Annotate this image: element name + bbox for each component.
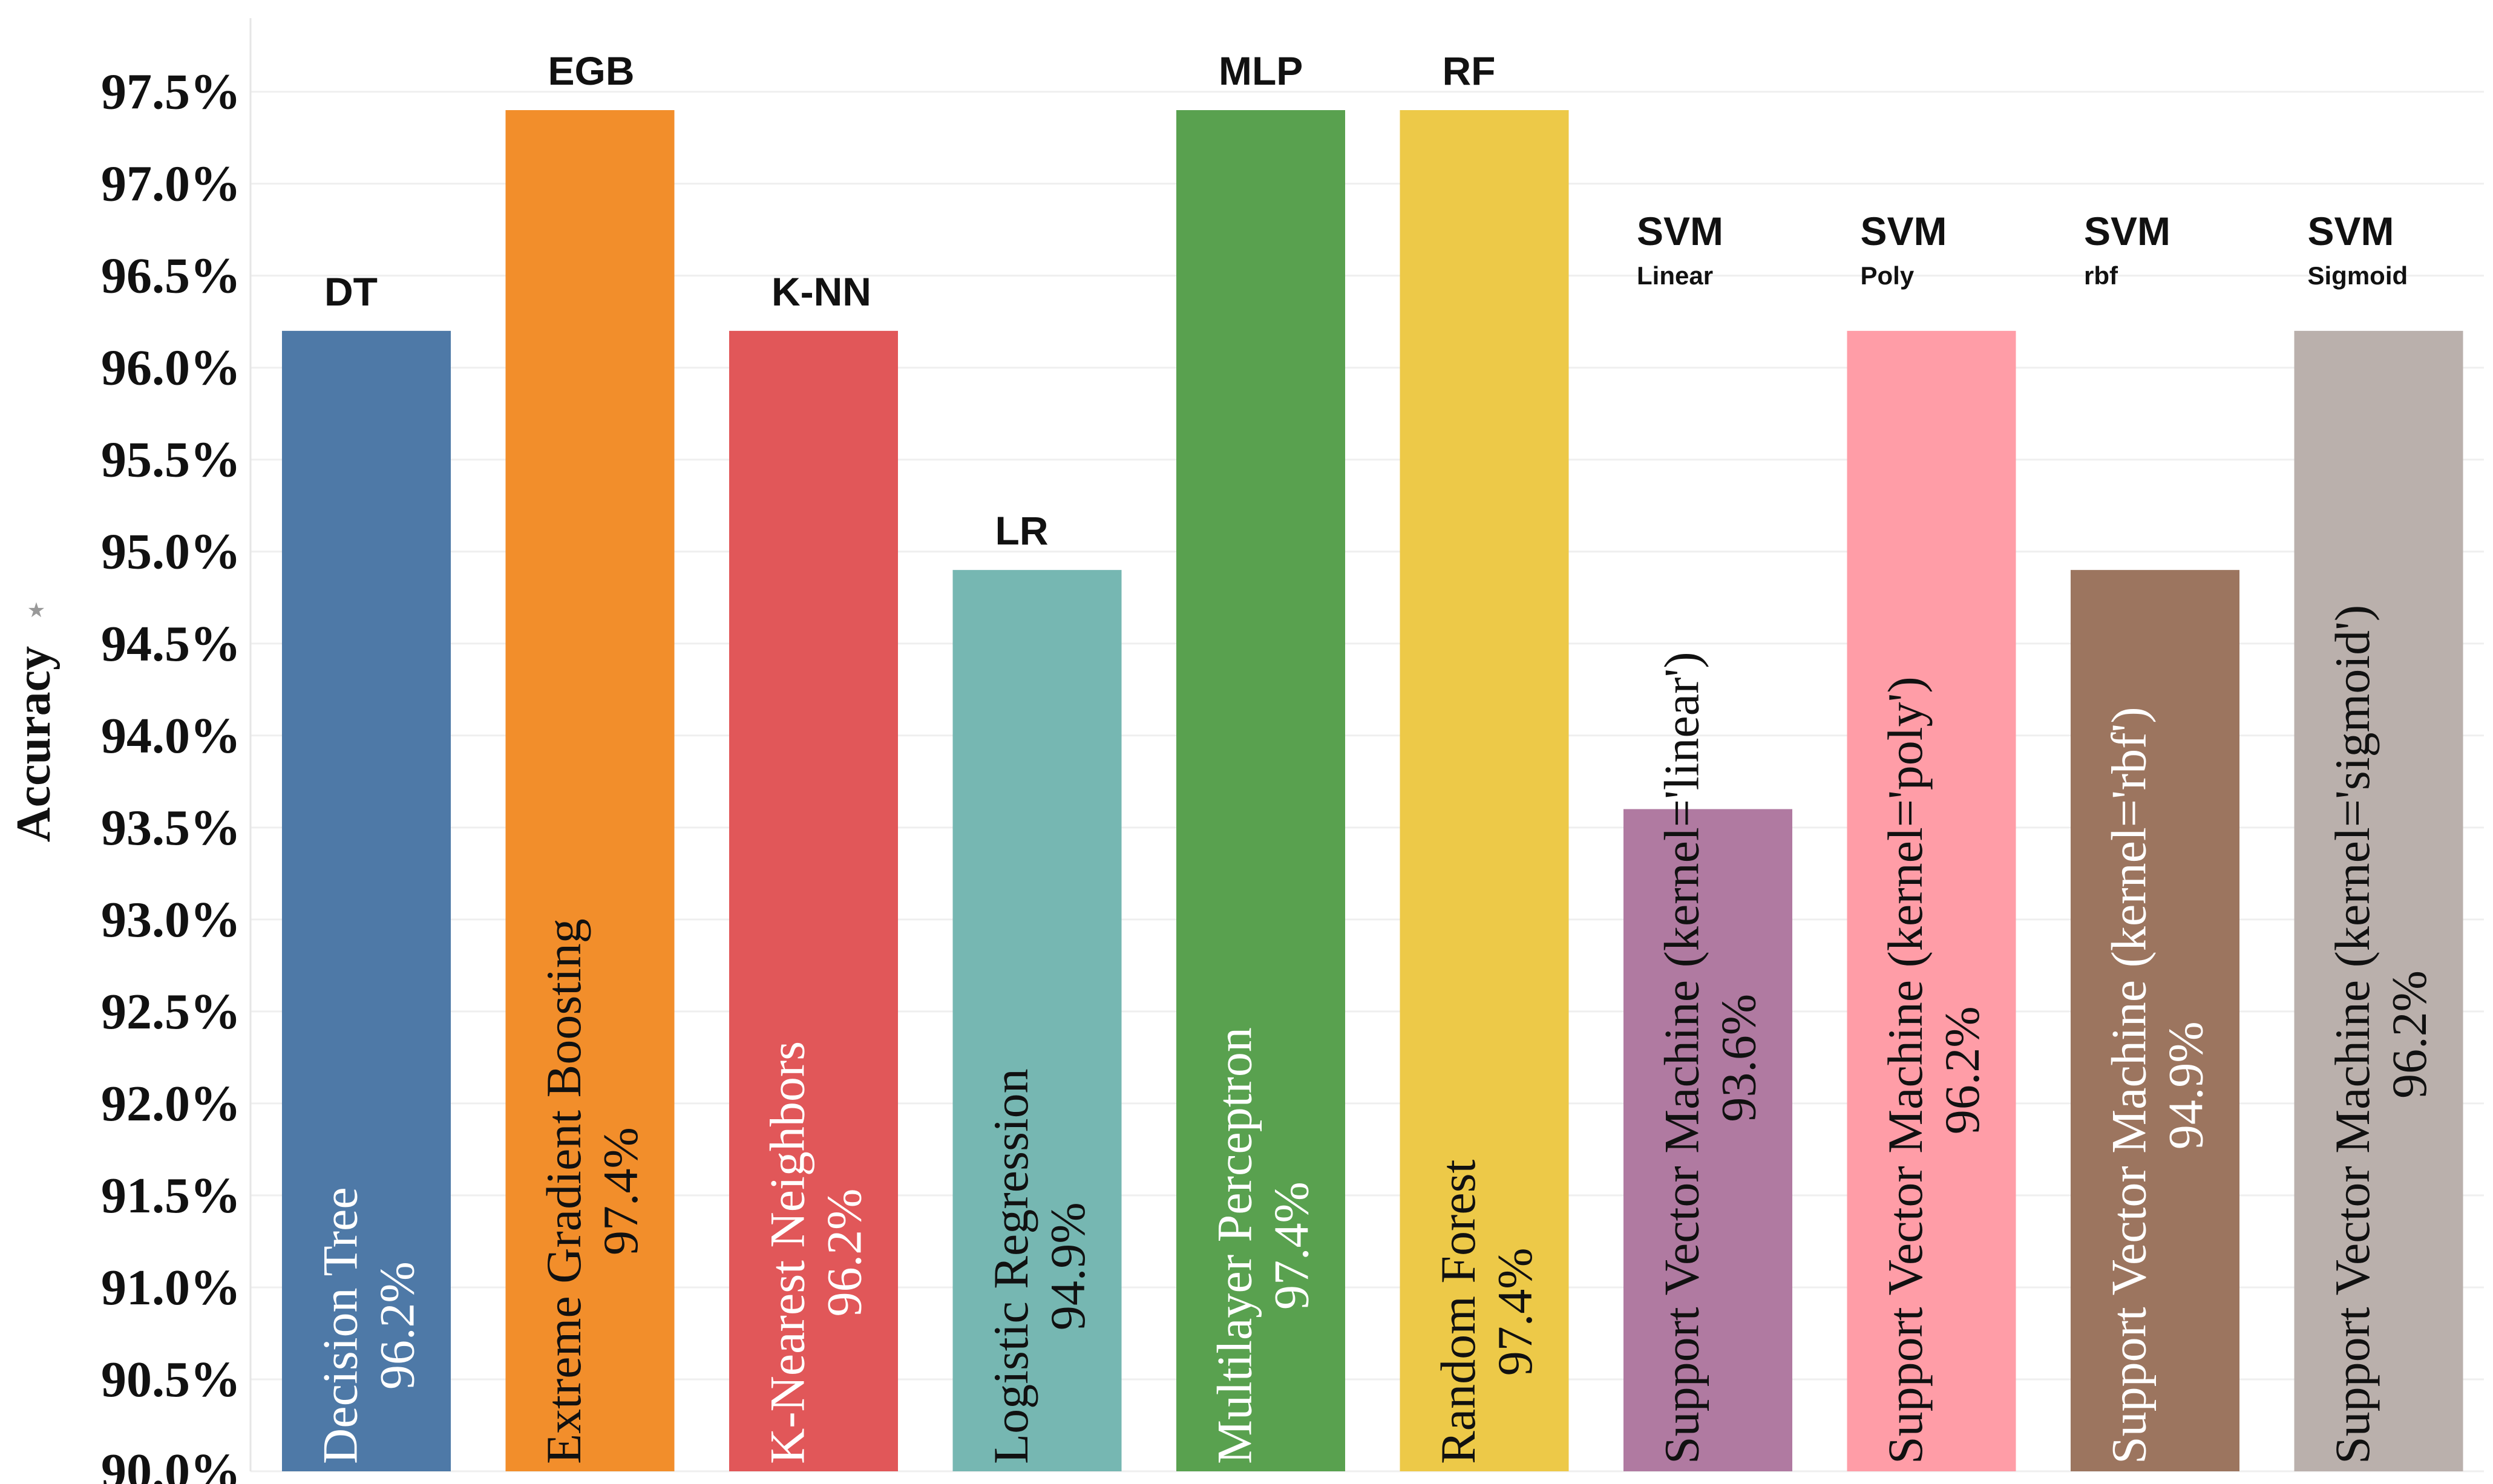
y-tick-label: 93.0%	[101, 892, 241, 948]
bar-value-label: 93.6%	[1711, 994, 1766, 1122]
bar-group[interactable]: DT Decision Tree 96.2%	[282, 269, 451, 1472]
bar-abbr-sublabel: Linear	[1637, 261, 1713, 290]
bar[interactable]	[952, 570, 1122, 1472]
bar[interactable]	[1847, 330, 2016, 1472]
bar[interactable]	[1623, 809, 1792, 1471]
bar[interactable]	[1400, 110, 1569, 1471]
bar-abbr-label: SVM	[1861, 209, 1947, 253]
bar-abbr-label: SVM	[2084, 209, 2170, 253]
bar-group[interactable]: EGB Extreme Gradient Boosting 97.4%	[505, 48, 675, 1471]
bar-group[interactable]: SVM Linear Support Vector Machine (kernel=…	[1623, 209, 1792, 1471]
bar[interactable]	[2071, 570, 2239, 1472]
bar-name-label: Logistic Regression	[983, 1068, 1038, 1464]
bar-rotated-labels: Random Forest 97.4%	[1430, 1159, 1542, 1464]
y-tick-label: 93.5%	[101, 800, 241, 856]
bar-rotated-labels: Support Vector Machine (kernel='linear')…	[1654, 652, 1766, 1464]
bar-abbr-label: DT	[324, 269, 378, 314]
y-tick-label: 92.5%	[101, 984, 241, 1040]
bar-abbr-label: RF	[1443, 48, 1496, 93]
y-tick-label: 95.5%	[101, 432, 241, 488]
bar-value-label: 96.2%	[370, 1261, 425, 1390]
bar-group[interactable]: RF Random Forest 97.4%	[1400, 48, 1569, 1471]
bar-abbr-label: SVM	[1637, 209, 1723, 253]
bar-rotated-labels: Support Vector Machine (kernel='poly') 96…	[1878, 676, 1990, 1464]
bar-group[interactable]: MLP Multilayer Perceptron 97.4%	[1176, 48, 1345, 1471]
bar-name-label: Multilayer Perceptron	[1207, 1027, 1262, 1464]
bar-group[interactable]: LR Logistic Regression 94.9%	[952, 508, 1122, 1472]
bar-abbr-sublabel: Sigmoid	[2308, 261, 2408, 290]
y-tick-label: 90.0%	[101, 1443, 241, 1484]
y-tick-label: 97.0%	[101, 156, 241, 212]
y-tick-label: 94.5%	[101, 616, 241, 672]
bar-value-label: 96.2%	[2382, 970, 2437, 1099]
bar[interactable]	[282, 330, 451, 1472]
bar-rotated-labels: Support Vector Machine (kernel='rbf') 94.…	[2102, 707, 2213, 1464]
bar-abbr-label: K-NN	[771, 269, 871, 314]
bar-name-label: Support Vector Machine (kernel='poly')	[1878, 676, 1933, 1464]
bar-abbr-label: MLP	[1219, 48, 1303, 93]
bar-group[interactable]: K-NN K-Nearest Neighbors 96.2%	[729, 269, 898, 1472]
y-tick-label: 96.0%	[101, 340, 241, 396]
bar-rotated-labels: Extreme Gradient Boosting 97.4%	[536, 918, 648, 1464]
bar-value-label: 94.9%	[2158, 1021, 2213, 1149]
bar-rotated-labels: Multilayer Perceptron 97.4%	[1207, 1027, 1319, 1464]
bar-rotated-labels: Logistic Regression 94.9%	[983, 1068, 1095, 1464]
bar-name-label: Support Vector Machine (kernel='linear')	[1654, 652, 1709, 1464]
sort-icon[interactable]: ★	[27, 598, 45, 623]
bar-rotated-labels: Decision Tree 96.2%	[313, 1187, 425, 1464]
bar-value-label: 97.4%	[593, 1127, 648, 1255]
bar-name-label: Support Vector Machine (kernel='rbf')	[2102, 707, 2157, 1464]
bar-value-label: 94.9%	[1040, 1202, 1095, 1330]
bar-name-label: Random Forest	[1430, 1159, 1486, 1464]
bar-value-label: 97.4%	[1487, 1247, 1542, 1376]
bar-abbr-sublabel: rbf	[2084, 261, 2118, 290]
y-tick-label: 94.0%	[101, 708, 241, 764]
y-tick-label: 96.5%	[101, 248, 241, 304]
bar-abbr-label: SVM	[2308, 209, 2394, 253]
bar-group[interactable]: SVM rbf Support Vector Machine (kernel='rb…	[2071, 209, 2239, 1472]
y-axis-title: Accuracy	[7, 646, 61, 842]
y-tick-label: 91.0%	[101, 1260, 241, 1316]
bar[interactable]	[1176, 110, 1345, 1471]
y-tick-label: 91.5%	[101, 1168, 241, 1224]
bar-name-label: Decision Tree	[313, 1187, 368, 1464]
y-tick-label: 97.5%	[101, 64, 241, 120]
bar-value-label: 96.2%	[1934, 1006, 1990, 1134]
bar[interactable]	[729, 330, 898, 1472]
bar-group[interactable]: SVM Poly Support Vector Machine (kernel='p…	[1847, 209, 2016, 1472]
bar-name-label: K-Nearest Neighbors	[760, 1041, 815, 1464]
y-axis-ticks: 90.0% 90.5% 91.0% 91.5% 92.0% 92.5% 93.0% 93.5%…	[101, 64, 241, 1484]
bar[interactable]	[505, 110, 675, 1471]
bar-value-label: 96.2%	[817, 1189, 872, 1317]
y-tick-label: 90.5%	[101, 1352, 241, 1408]
bar-rotated-labels: K-Nearest Neighbors 96.2%	[760, 1041, 872, 1464]
y-tick-label: 95.0%	[101, 524, 241, 580]
bar-name-label: Support Vector Machine (kernel='sigmoid'…	[2325, 605, 2380, 1464]
bar-abbr-sublabel: Poly	[1861, 261, 1915, 290]
y-axis-title-group: Accuracy	[7, 646, 61, 842]
bar-value-label: 97.4%	[1264, 1182, 1319, 1310]
bar-abbr-label: LR	[995, 508, 1049, 553]
bar-name-label: Extreme Gradient Boosting	[536, 918, 591, 1464]
y-tick-label: 92.0%	[101, 1076, 241, 1132]
bar[interactable]	[2294, 330, 2463, 1472]
bar-group[interactable]: SVM Sigmoid Support Vector Machine (kernel…	[2294, 209, 2463, 1472]
bar-rotated-labels: Support Vector Machine (kernel='sigmoid'…	[2325, 605, 2437, 1464]
bar-abbr-label: EGB	[548, 48, 635, 93]
